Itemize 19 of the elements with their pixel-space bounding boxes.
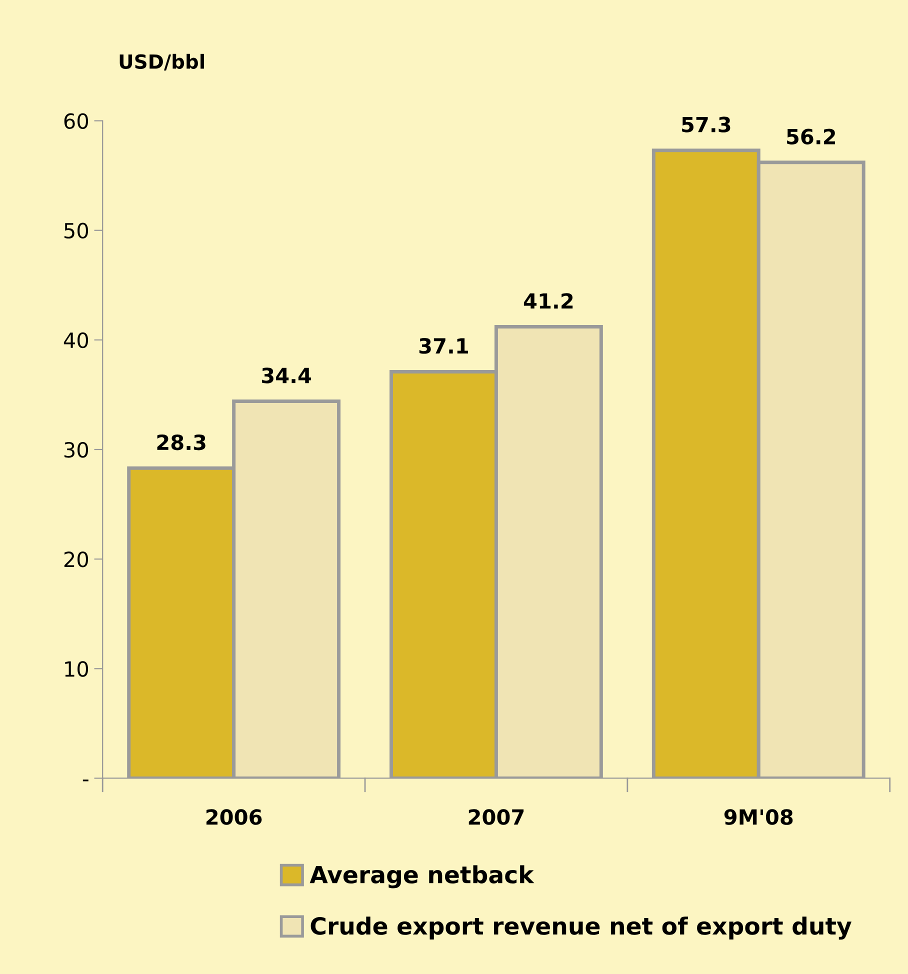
data-label: 28.3 — [157, 434, 206, 450]
data-label: 56.2 — [787, 128, 836, 144]
data-label: 37.1 — [419, 338, 468, 354]
y-tick-label: 20 — [64, 552, 88, 568]
y-tick-label: 50 — [64, 222, 88, 239]
legend-label: Average netback — [310, 865, 534, 888]
y-tick-label: 60 — [64, 113, 88, 129]
x-tick-label: 2007 — [468, 809, 524, 825]
x-tick-label: 9M'08 — [724, 809, 793, 825]
y-tick-label: - — [82, 780, 88, 782]
y-tick-label: 30 — [64, 442, 88, 458]
legend-label: Crude export revenue net of export duty — [310, 916, 852, 940]
data-label: 41.2 — [524, 293, 573, 309]
y-tick-label: 40 — [64, 332, 88, 348]
x-tick-label: 2006 — [206, 809, 262, 825]
data-label: 34.4 — [262, 368, 312, 384]
data-label: 57.3 — [682, 116, 730, 132]
y-tick-label: 10 — [65, 661, 88, 677]
y-axis-title: USD/bbl — [120, 54, 204, 70]
